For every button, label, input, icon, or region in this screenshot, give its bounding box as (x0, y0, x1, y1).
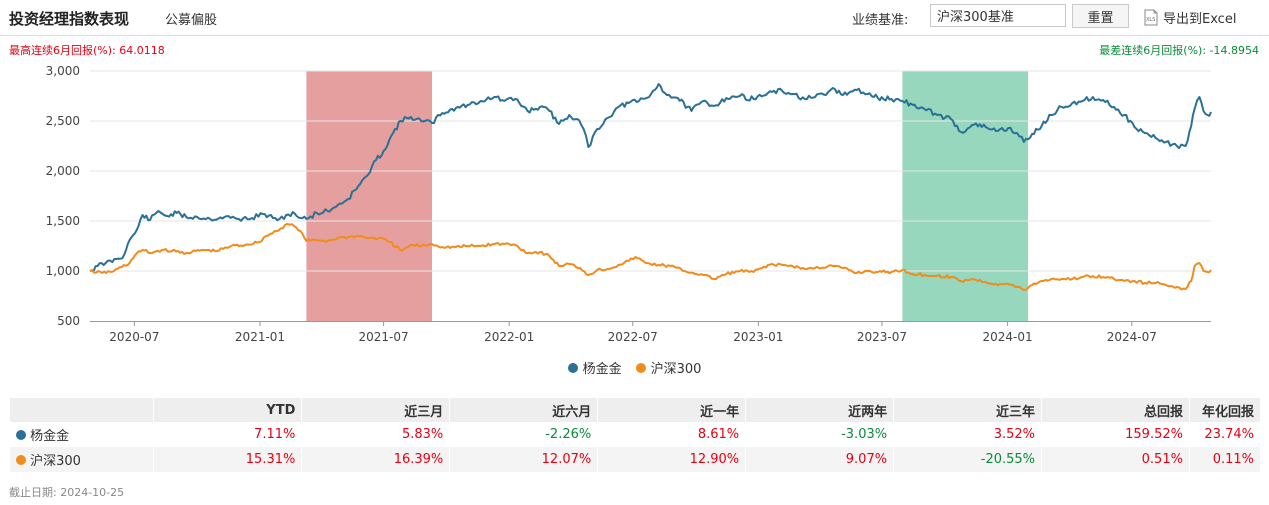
row-name-cell: 沪深300 (10, 447, 155, 472)
table-row: 杨金金 7.11% 5.83% -2.26% 8.61% -3.03% 3.52… (10, 422, 1262, 447)
x-tick-label: 2021-01 (235, 330, 285, 344)
highlight-band-1 (306, 71, 433, 321)
category-label: 公募偏股 (165, 13, 218, 28)
table-header-row: YTD 近三月 近六月 近一年 近两年 近三年 总回报 年化回报 (10, 398, 1262, 422)
table-cell: 9.07% (745, 447, 895, 472)
export-excel-button[interactable]: XLS 导出到Excel (1143, 8, 1236, 27)
legend-label: 杨金金 (582, 362, 622, 377)
table-cell: 12.90% (597, 447, 747, 472)
series-dot-icon (16, 455, 26, 465)
table-row: 沪深300 15.31% 16.39% 12.07% 12.90% 9.07% … (10, 447, 1262, 472)
table-cell: 0.11% (1189, 447, 1262, 472)
x-tick-label: 2020-07 (109, 330, 159, 344)
column-header: 近三年 (893, 398, 1043, 422)
legend-item-manager[interactable]: 杨金金 (567, 358, 622, 377)
performance-table: YTD 近三月 近六月 近一年 近两年 近三年 总回报 年化回报 杨金金 7.1… (10, 398, 1262, 472)
xls-file-icon: XLS (1144, 9, 1158, 26)
table-cell: 3.52% (893, 422, 1043, 447)
legend-dot-icon (635, 362, 646, 373)
table-cell: 15.31% (153, 447, 303, 472)
table-cell: 23.74% (1189, 422, 1262, 447)
legend-item-benchmark[interactable]: 沪深300 (635, 358, 702, 377)
benchmark-input[interactable] (930, 4, 1066, 27)
row-name: 杨金金 (30, 429, 70, 444)
y-tick-label: 1,000 (46, 264, 80, 278)
y-tick-label: 2,000 (46, 164, 80, 178)
x-tick-label: 2024-01 (982, 330, 1032, 344)
table-cell: -20.55% (893, 447, 1043, 472)
page-title: 投资经理指数表现 (9, 10, 130, 28)
legend-label: 沪深300 (650, 362, 702, 377)
x-tick-label: 2022-07 (608, 330, 658, 344)
series-line-1 (89, 83, 1212, 272)
column-header: 近两年 (745, 398, 895, 422)
table-cell: 8.61% (597, 422, 747, 447)
y-tick-label: 500 (57, 314, 80, 328)
column-header: 近三月 (301, 398, 451, 422)
column-header: YTD (153, 398, 303, 422)
performance-chart: 500 1,000 1,500 2,000 2,500 3,000 2020-07 2021-… (46, 64, 1212, 344)
column-header: 近一年 (597, 398, 747, 422)
table-cell: 159.52% (1041, 422, 1190, 447)
legend-dot-icon (567, 362, 578, 373)
x-tick-label: 2022-01 (484, 330, 534, 344)
table-cell: -2.26% (449, 422, 599, 447)
header-name (10, 398, 155, 422)
table-cell: 7.11% (153, 422, 303, 447)
table-cell: -3.03% (745, 422, 895, 447)
series-line-2 (89, 223, 1212, 291)
table-cell: 5.83% (301, 422, 451, 447)
y-tick-label: 1,500 (46, 214, 80, 228)
svg-text:XLS: XLS (1146, 17, 1155, 23)
reset-button[interactable]: 重置 (1072, 4, 1129, 28)
x-tick-label: 2024-07 (1107, 330, 1157, 344)
row-name: 沪深300 (30, 454, 81, 469)
table-cell: 16.39% (301, 447, 451, 472)
as-of-date: 截止日期: 2024-10-25 (9, 486, 125, 499)
y-tick-label: 3,000 (46, 64, 80, 78)
max-return-label: 最高连续6月回报(%): 64.0118 (9, 44, 165, 57)
series-dot-icon (16, 430, 26, 440)
min-return-label: 最差连续6月回报(%): -14.8954 (1099, 44, 1259, 57)
export-label: 导出到Excel (1163, 12, 1237, 27)
y-tick-label: 2,500 (46, 114, 80, 128)
table-cell: 0.51% (1041, 447, 1190, 472)
table-cell: 12.07% (449, 447, 599, 472)
row-name-cell: 杨金金 (10, 422, 155, 447)
benchmark-label: 业绩基准: (852, 13, 909, 28)
column-header: 总回报 (1041, 398, 1190, 422)
column-header: 近六月 (449, 398, 599, 422)
header: 投资经理指数表现 公募偏股 业绩基准: 重置 XLS 导出到Excel (0, 0, 1269, 36)
chart-legend: 杨金金 沪深300 (0, 358, 1269, 377)
x-tick-label: 2021-07 (358, 330, 408, 344)
x-tick-label: 2023-01 (733, 330, 783, 344)
column-header: 年化回报 (1189, 398, 1262, 422)
x-tick-label: 2023-07 (857, 330, 907, 344)
header-divider (0, 35, 1269, 36)
